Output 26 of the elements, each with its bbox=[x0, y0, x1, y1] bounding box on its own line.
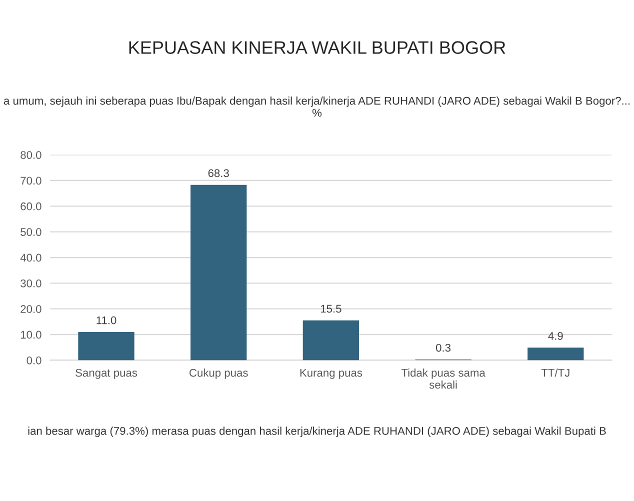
chart-title: KEPUASAN KINERJA WAKIL BUPATI BOGOR bbox=[129, 41, 506, 54]
data-label: 4.9 bbox=[548, 332, 563, 340]
y-tick-label: 0.0 bbox=[26, 356, 42, 364]
y-tick-label: 70.0 bbox=[20, 176, 42, 185]
x-tick-label: Sangat puas bbox=[76, 368, 138, 379]
data-label: 11.0 bbox=[96, 316, 116, 324]
text: ian besar warga (79.3%) merasa puas dengan hasil kerja/kinerja ADE RUHANDI (JARO ADE) sebagai Wakil Bupati B bbox=[28, 426, 606, 438]
bar bbox=[528, 348, 584, 360]
x-tick-label: Tidak puas sama sekali bbox=[401, 368, 486, 389]
y-tick-label: 60.0 bbox=[20, 202, 42, 210]
data-label: 15.5 bbox=[320, 304, 342, 313]
x-tick-label: Kurang puas bbox=[300, 368, 362, 379]
y-tick-label: 50.0 bbox=[20, 228, 42, 236]
data-label: 0.3 bbox=[436, 344, 451, 352]
x-tick-label: Cukup puas bbox=[190, 368, 248, 379]
y-tick-label: 20.0 bbox=[20, 305, 42, 313]
data-label: 68.3 bbox=[208, 169, 229, 178]
chart-subtitle: a umum, sejauh ini seberapa puas Ibu/Bapak dengan hasil kerja/kinerja ADE RUHANDI (JARO ADE) sebagai Wakil B Bogor?... % bbox=[4, 96, 630, 117]
bar bbox=[190, 184, 247, 360]
y-tick-label: 80.0 bbox=[20, 151, 42, 159]
bar bbox=[78, 332, 134, 360]
y-tick-label: 30.0 bbox=[20, 279, 42, 288]
bar bbox=[302, 320, 360, 360]
x-tick-label: TT/TJ bbox=[541, 368, 570, 377]
y-tick-label: 40.0 bbox=[20, 254, 42, 262]
y-tick-label: 10.0 bbox=[20, 330, 42, 339]
